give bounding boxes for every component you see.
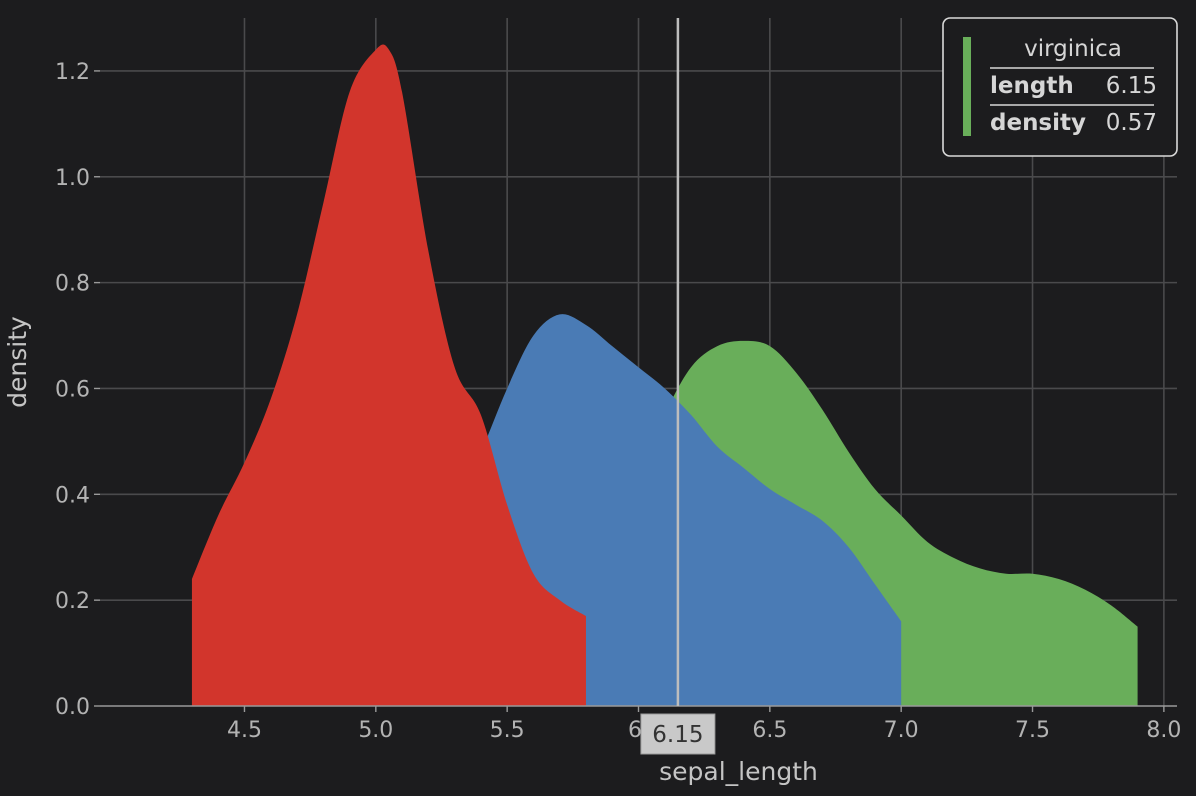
- x-tick-label: 4.5: [227, 718, 262, 743]
- y-tick-label: 1.2: [55, 60, 90, 85]
- y-tick-label: 0.4: [55, 483, 90, 508]
- crosshair-label: 6.15: [652, 722, 703, 748]
- y-tick-label: 0.8: [55, 272, 90, 297]
- y-tick-label: 1.0: [55, 166, 90, 191]
- tooltip-title: virginica: [1024, 36, 1122, 62]
- tooltip: virginica length 6.15 density 0.57: [942, 17, 1178, 157]
- x-axis-title: sepal_length: [659, 757, 818, 786]
- crosshair: 6.15: [640, 18, 716, 755]
- y-tick-label: 0.6: [55, 377, 90, 402]
- x-tick-label: 5.0: [358, 718, 393, 743]
- y-axis-ticks: 0.0 0.2 0.4 0.6 0.8 1.0 1.2: [55, 60, 100, 720]
- y-axis-title: density: [3, 316, 32, 408]
- tooltip-box: [942, 17, 1178, 157]
- x-axis-ticks: 4.5 5.0 5.5 6. 6.5 7.0 7.5 8.0: [227, 706, 1181, 743]
- tooltip-color-swatch: [963, 37, 971, 136]
- density-area-setosa: [191, 44, 586, 706]
- x-tick-label: 6.5: [752, 718, 787, 743]
- crosshair-label-box: [640, 713, 716, 755]
- density-areas: [191, 44, 1138, 706]
- x-tick-label: 5.5: [490, 718, 525, 743]
- tooltip-length-value: 6.15: [1106, 73, 1157, 99]
- x-tick-label: 7.5: [1015, 718, 1050, 743]
- x-tick-label: 8.0: [1146, 718, 1181, 743]
- x-tick-label: 7.0: [884, 718, 919, 743]
- y-tick-label: 0.0: [55, 695, 90, 720]
- tooltip-length-key: length: [990, 73, 1074, 99]
- tooltip-density-value: 0.57: [1106, 110, 1157, 136]
- y-tick-label: 0.2: [55, 589, 90, 614]
- tooltip-density-key: density: [990, 110, 1086, 136]
